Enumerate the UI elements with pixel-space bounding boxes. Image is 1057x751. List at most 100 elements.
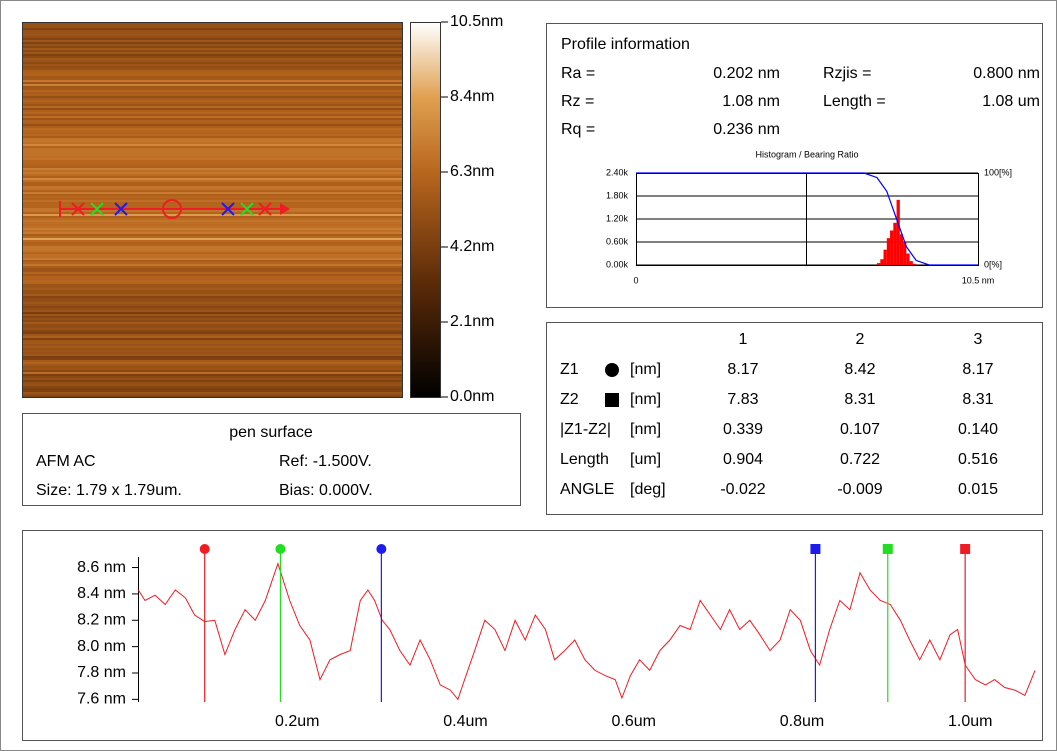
y-tick-label: 8.6 nm <box>77 559 126 576</box>
afm-stripe <box>23 106 402 108</box>
afm-stripe <box>23 136 402 138</box>
afm-stripe <box>23 380 402 382</box>
cursor-value: 8.42 <box>844 361 875 378</box>
afm-stripe <box>23 32 402 34</box>
afm-stripe <box>23 78 402 80</box>
afm-stripe <box>23 186 402 188</box>
afm-stripe <box>23 98 402 100</box>
afm-stripe <box>23 372 402 374</box>
stat-value: 0.202 nm <box>713 65 780 82</box>
afm-stripe <box>23 390 402 392</box>
afm-stripe <box>23 246 402 248</box>
cursor-end-marker <box>882 544 893 554</box>
stat-label: Ra = <box>561 65 595 82</box>
afm-stripe <box>23 232 402 234</box>
afm-stripe <box>23 334 402 336</box>
row-unit: [nm] <box>630 361 661 378</box>
afm-stripe <box>23 90 402 92</box>
afm-stripe <box>23 352 402 354</box>
afm-stripe <box>23 24 402 26</box>
afm-stripe <box>23 108 402 110</box>
afm-stripe <box>23 144 402 146</box>
row-unit: [um] <box>630 451 661 468</box>
afm-stripe <box>23 44 402 46</box>
profile-line-overlay <box>59 199 290 219</box>
afm-stripe <box>23 298 402 300</box>
cursor-start-marker <box>199 544 210 554</box>
y-tick-label: 0.00k <box>606 259 629 269</box>
afm-stripe <box>23 192 402 194</box>
panel-title: Profile information <box>561 36 690 53</box>
afm-stripe <box>23 252 402 254</box>
afm-stripe <box>23 362 402 364</box>
afm-stripe <box>23 318 402 320</box>
stat-value: 0.800 nm <box>973 65 1040 82</box>
afm-stripe <box>23 190 402 192</box>
stat-label: Rq = <box>561 121 595 138</box>
afm-stripe <box>23 64 402 66</box>
cursor-value: 8.17 <box>727 361 758 378</box>
afm-stripe <box>23 222 402 224</box>
y-tick-label: 8.0 nm <box>77 638 126 655</box>
afm-stripe <box>23 52 402 54</box>
afm-stripe <box>23 238 402 240</box>
afm-stripe <box>23 100 402 102</box>
afm-stripe <box>23 174 402 176</box>
histogram-title: Histogram / Bearing Ratio <box>755 149 858 159</box>
afm-stripe <box>23 80 402 82</box>
afm-stripe <box>23 58 402 60</box>
afm-stripe <box>23 60 402 62</box>
afm-stripe <box>23 326 402 328</box>
afm-stripe <box>23 360 402 362</box>
afm-stripe <box>23 86 402 88</box>
cursor-value: 0.107 <box>840 421 880 438</box>
histogram-bar <box>896 199 900 265</box>
afm-stripe <box>23 104 402 106</box>
afm-stripe <box>23 376 402 378</box>
afm-stripe <box>23 350 402 352</box>
colorbar <box>410 22 441 398</box>
cursor-value: 0.516 <box>958 451 998 468</box>
afm-stripe <box>23 162 402 164</box>
afm-stripe <box>23 234 402 236</box>
afm-stripe <box>23 284 402 286</box>
afm-stripe <box>23 346 402 348</box>
y-tick-label: 0.60k <box>606 236 629 246</box>
afm-stripe <box>23 256 402 258</box>
histogram-bar <box>893 222 897 265</box>
afm-stripe <box>23 344 402 346</box>
afm-stripe <box>23 148 402 150</box>
afm-stripe <box>23 170 402 172</box>
afm-stripe <box>23 240 402 242</box>
afm-stripe <box>23 66 402 68</box>
afm-stripe <box>23 202 402 204</box>
afm-stripe <box>23 212 402 214</box>
profile-arrow <box>280 203 290 215</box>
afm-stripe <box>23 384 402 386</box>
afm-stripe <box>23 112 402 114</box>
afm-stripe <box>23 138 402 140</box>
afm-stripe <box>23 130 402 132</box>
afm-stripe <box>23 124 402 126</box>
afm-stripe <box>23 266 402 268</box>
afm-stripe <box>23 314 402 316</box>
afm-stripe <box>23 128 402 130</box>
afm-stripe <box>23 54 402 56</box>
afm-stripe <box>23 164 402 166</box>
bias-voltage: Bias: 0.000V. <box>279 482 373 499</box>
row-unit: [deg] <box>630 481 666 498</box>
afm-stripe <box>23 286 402 288</box>
cursor-table: 1 2 3 Z1 [nm] 8.17 8.42 8.17 Z2 [nm] 7.83 8.31 8.31 |… <box>560 331 998 498</box>
cursor-value: 8.17 <box>962 361 993 378</box>
afm-stripe <box>23 122 402 124</box>
afm-stripe <box>23 250 402 252</box>
afm-stripe <box>23 276 402 278</box>
cursor-value: 0.140 <box>958 421 998 438</box>
afm-stripe <box>23 220 402 222</box>
afm-stripe <box>23 88 402 90</box>
afm-stripe <box>23 224 402 226</box>
afm-stripe <box>23 218 402 220</box>
y-tick-label: 8.4 nm <box>77 585 126 602</box>
afm-stripe <box>23 76 402 78</box>
